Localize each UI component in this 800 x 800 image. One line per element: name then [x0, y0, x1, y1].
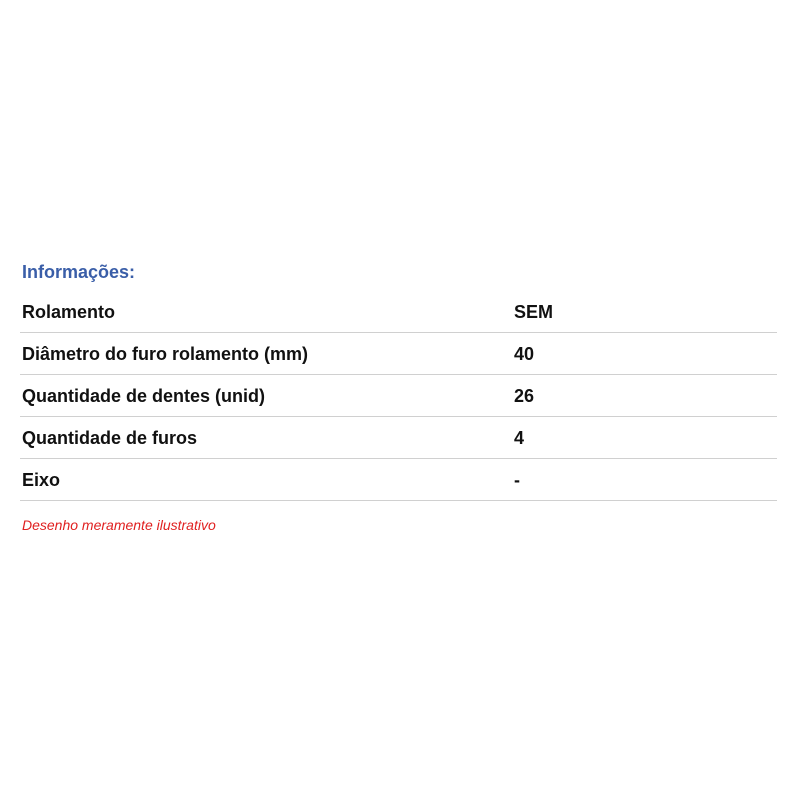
table-row: Eixo -: [20, 459, 777, 501]
row-value: 26: [514, 386, 535, 406]
table-row: Quantidade de furos 4: [20, 417, 777, 459]
section-title: Informações:: [22, 262, 136, 282]
disclaimer-note: Desenho meramente ilustrativo: [22, 517, 216, 533]
row-value: 4: [514, 428, 525, 448]
row-label: Quantidade de dentes (unid): [22, 386, 266, 406]
row-value: SEM: [514, 302, 554, 322]
row-label: Eixo: [22, 470, 61, 490]
row-value: 40: [514, 344, 535, 364]
table-row: Quantidade de dentes (unid) 26: [20, 375, 777, 417]
row-label: Rolamento: [22, 302, 116, 322]
row-label: Quantidade de furos: [22, 428, 198, 448]
info-table: Rolamento SEM Diâmetro do furo rolamento …: [20, 291, 777, 501]
row-label: Diâmetro do furo rolamento (mm): [22, 344, 309, 364]
row-value: -: [514, 470, 520, 490]
table-row: Rolamento SEM: [20, 291, 777, 333]
table-row: Diâmetro do furo rolamento (mm) 40: [20, 333, 777, 375]
